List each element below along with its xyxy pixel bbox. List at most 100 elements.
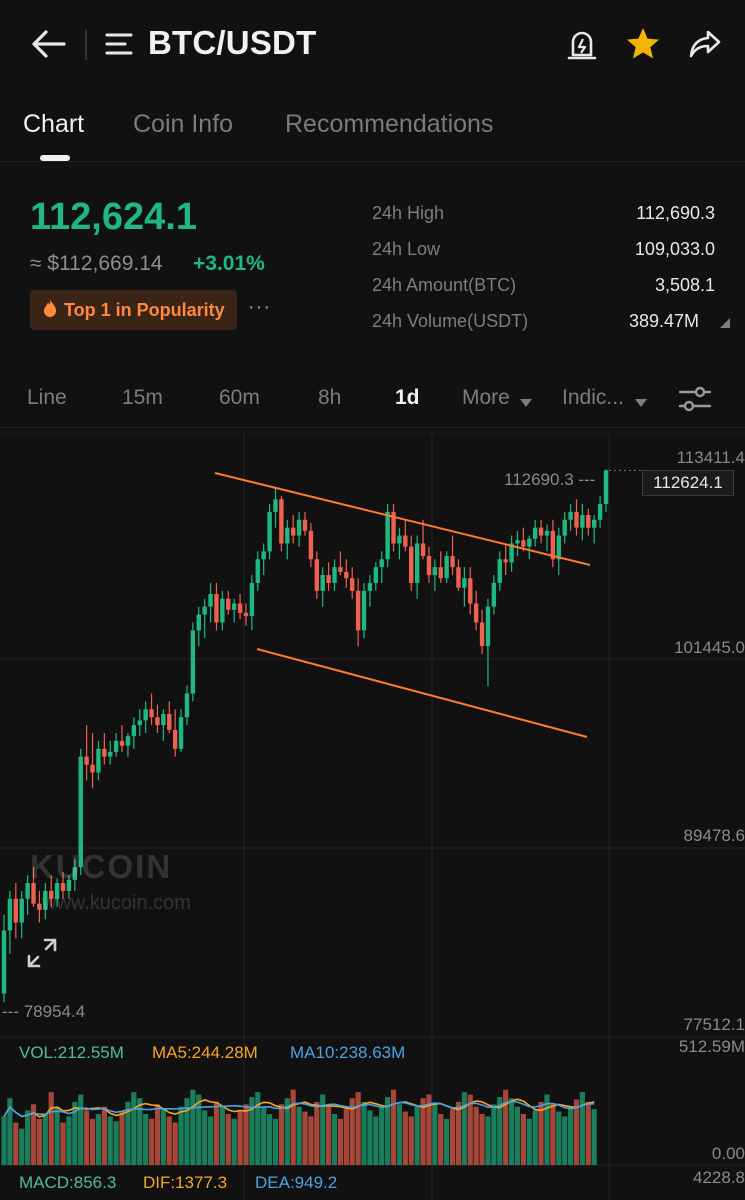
volume-bar [178, 1106, 184, 1165]
price-axis-label-2: 101445.0 [674, 638, 745, 657]
back-arrow-icon[interactable] [30, 26, 70, 62]
volume-bar [331, 1114, 338, 1165]
candle-body [515, 540, 520, 544]
stat-24h-amount-value: 3,508.1 [654, 275, 715, 295]
interval-more[interactable]: More [462, 386, 510, 409]
volume-bar [290, 1089, 296, 1165]
volume-bar [573, 1099, 580, 1165]
kucoin-watermark-url: www.kucoin.com [42, 892, 191, 914]
candle-body [267, 511, 272, 552]
candle-body [66, 879, 72, 891]
pair-title[interactable]: BTC/USDT [148, 24, 317, 61]
volume-toggle-triangle-icon[interactable] [720, 315, 730, 333]
volume-bar [414, 1106, 420, 1165]
interval-15m[interactable]: 15m [122, 386, 163, 409]
candle-body [285, 527, 290, 544]
volume-bar [503, 1089, 509, 1165]
interval-1d[interactable]: 1d [395, 386, 420, 409]
menu-icon[interactable] [105, 30, 133, 58]
candle-body [432, 567, 438, 576]
favorite-star-icon[interactable] [625, 26, 661, 62]
tab-coin-info[interactable]: Coin Info [133, 110, 234, 138]
candle-body [468, 578, 473, 604]
candle-body [332, 567, 337, 583]
volume-bar [485, 1116, 491, 1165]
stat-24h-amount-label: 24h Amount(BTC) [372, 275, 517, 295]
volume-bar [361, 1101, 367, 1165]
tab-recommendations[interactable]: Recommendations [285, 110, 494, 138]
candlestick-chart[interactable] [0, 433, 745, 1200]
candle-body [78, 756, 83, 868]
volume-bar [131, 1092, 137, 1165]
candle-body [391, 511, 396, 544]
candle-body [49, 890, 54, 899]
candle-body [532, 527, 538, 539]
volume-bar [243, 1104, 249, 1165]
volume-bar [579, 1092, 585, 1165]
tab-chart[interactable]: Chart [23, 110, 85, 138]
candle-body [178, 717, 184, 749]
volume-bar [113, 1121, 119, 1165]
candle-body [361, 590, 367, 631]
candle-body [90, 764, 95, 773]
candle-body [426, 556, 432, 576]
candle-body [161, 714, 166, 726]
stat-24h-high-value: 112,690.3 [636, 203, 715, 223]
low-price-marker: --- 78954.4 [2, 1002, 86, 1021]
volume-bar [54, 1106, 60, 1165]
fullscreen-icon[interactable] [25, 936, 59, 970]
candle-body [355, 590, 361, 631]
stat-24h-high-label: 24h High [372, 203, 445, 223]
volume-bar [426, 1094, 432, 1165]
candle-body [444, 556, 449, 579]
volume-bar [72, 1101, 78, 1165]
volume-bar [60, 1122, 66, 1165]
chart-settings-icon[interactable] [678, 384, 712, 414]
candle-body [367, 582, 373, 591]
stat-24h-low-label: 24h Low [372, 239, 441, 259]
interval-bar: Line 15m 60m 8h 1d More Indic... [0, 368, 745, 428]
candle-body [414, 543, 420, 583]
volume-bar [190, 1089, 196, 1165]
interval-60m[interactable]: 60m [219, 386, 260, 409]
candle-body [450, 556, 455, 568]
candle-body [385, 511, 390, 560]
volume-bar [314, 1101, 320, 1165]
candle-body [397, 535, 402, 544]
volume-bar [249, 1097, 255, 1165]
candle-body [562, 519, 567, 536]
candle-body [220, 598, 225, 623]
price-alert-icon[interactable] [566, 28, 598, 62]
candle-body [580, 515, 585, 528]
price-axis-label-3: 89478.6 [683, 826, 745, 845]
interval-indicators[interactable]: Indic... [562, 386, 624, 409]
volume-bar [284, 1098, 290, 1165]
candle-body [491, 582, 497, 607]
candle-body [231, 603, 237, 610]
volume-bar [219, 1106, 225, 1165]
share-icon[interactable] [688, 28, 722, 60]
candle-body [597, 503, 603, 520]
candle-body [279, 499, 284, 544]
candle-body [379, 559, 384, 568]
volume-bar [532, 1110, 538, 1165]
candle-body [155, 717, 160, 726]
popularity-badge[interactable]: Top 1 in Popularity [30, 290, 237, 330]
volume-bar [538, 1101, 544, 1165]
volume-bar [461, 1092, 467, 1165]
more-options-icon[interactable]: ··· [248, 296, 271, 318]
candle-body [373, 567, 379, 583]
candle-body [497, 559, 502, 583]
interval-line[interactable]: Line [27, 386, 67, 409]
volume-bar [337, 1118, 344, 1165]
candle-body [521, 540, 526, 547]
interval-8h[interactable]: 8h [318, 386, 342, 409]
volume-bar [84, 1110, 90, 1165]
chart-area[interactable] [0, 433, 745, 1200]
volume-bar [196, 1094, 202, 1165]
candle-body [509, 543, 514, 563]
volume-bar [508, 1098, 515, 1165]
volume-bar [272, 1118, 279, 1165]
vol-ma10-label: MA10:238.63M [290, 1043, 406, 1062]
volume-bar [296, 1106, 302, 1165]
